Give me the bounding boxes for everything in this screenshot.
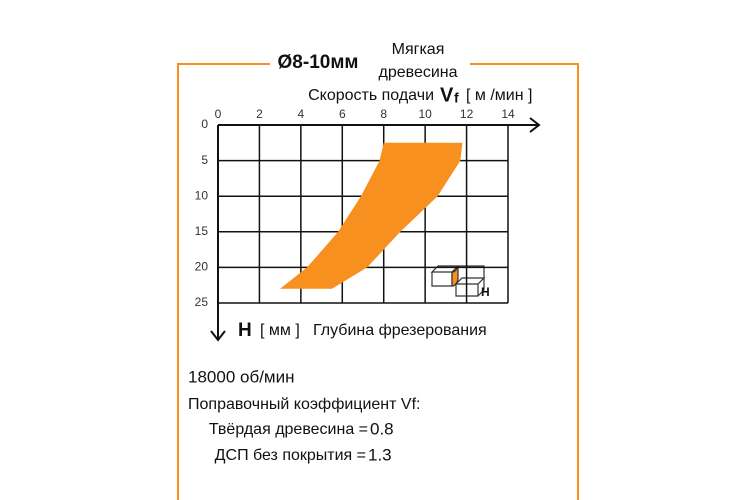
y-label: Глубина фрезерования bbox=[313, 322, 487, 339]
y-tick-label: 20 bbox=[195, 260, 209, 274]
chart-title: Ø8-10мм bbox=[278, 52, 359, 73]
x-tick-label: 12 bbox=[460, 107, 474, 121]
subtitle: древесина bbox=[378, 64, 457, 81]
y-axis bbox=[210, 125, 226, 342]
y-tick-label: 15 bbox=[195, 224, 209, 238]
x-tick-label: 6 bbox=[339, 107, 346, 121]
x-tick-label: 4 bbox=[298, 107, 305, 121]
x-tick-label: 14 bbox=[501, 107, 515, 121]
x-axis bbox=[218, 117, 541, 133]
coef-label: ДСП без покрытия = bbox=[215, 447, 366, 464]
coef-title: Поправочный коэффициент Vf: bbox=[188, 396, 420, 413]
frame bbox=[177, 63, 579, 500]
x-tick-label: 8 bbox=[380, 107, 387, 121]
coef-value: 1.3 bbox=[368, 445, 392, 464]
x-symbol-sub: f bbox=[454, 90, 459, 106]
subtitle: Мягкая bbox=[392, 41, 445, 58]
x-tick-label: 10 bbox=[418, 107, 432, 121]
x-unit: [ м /мин ] bbox=[466, 87, 532, 104]
icon bbox=[430, 265, 486, 297]
feed-range bbox=[280, 142, 463, 289]
y-unit: [ мм ] bbox=[260, 322, 300, 339]
x-symbol: V bbox=[440, 84, 454, 106]
icon-label: H bbox=[481, 285, 490, 299]
y-tick-label: 10 bbox=[195, 188, 209, 202]
y-symbol: H bbox=[238, 320, 252, 341]
x-tick-label: 2 bbox=[256, 107, 263, 121]
coef-label: Твёрдая древесина = bbox=[209, 421, 368, 438]
x-tick-label: 0 bbox=[215, 107, 222, 121]
y-tick-label: 5 bbox=[201, 153, 208, 167]
x-label: Скорость подачи bbox=[308, 87, 434, 104]
speed-note: 18000 об/мин bbox=[188, 367, 294, 386]
y-tick-label: 0 bbox=[201, 117, 208, 131]
coef-value: 0.8 bbox=[370, 419, 394, 438]
y-tick-label: 25 bbox=[195, 295, 209, 309]
